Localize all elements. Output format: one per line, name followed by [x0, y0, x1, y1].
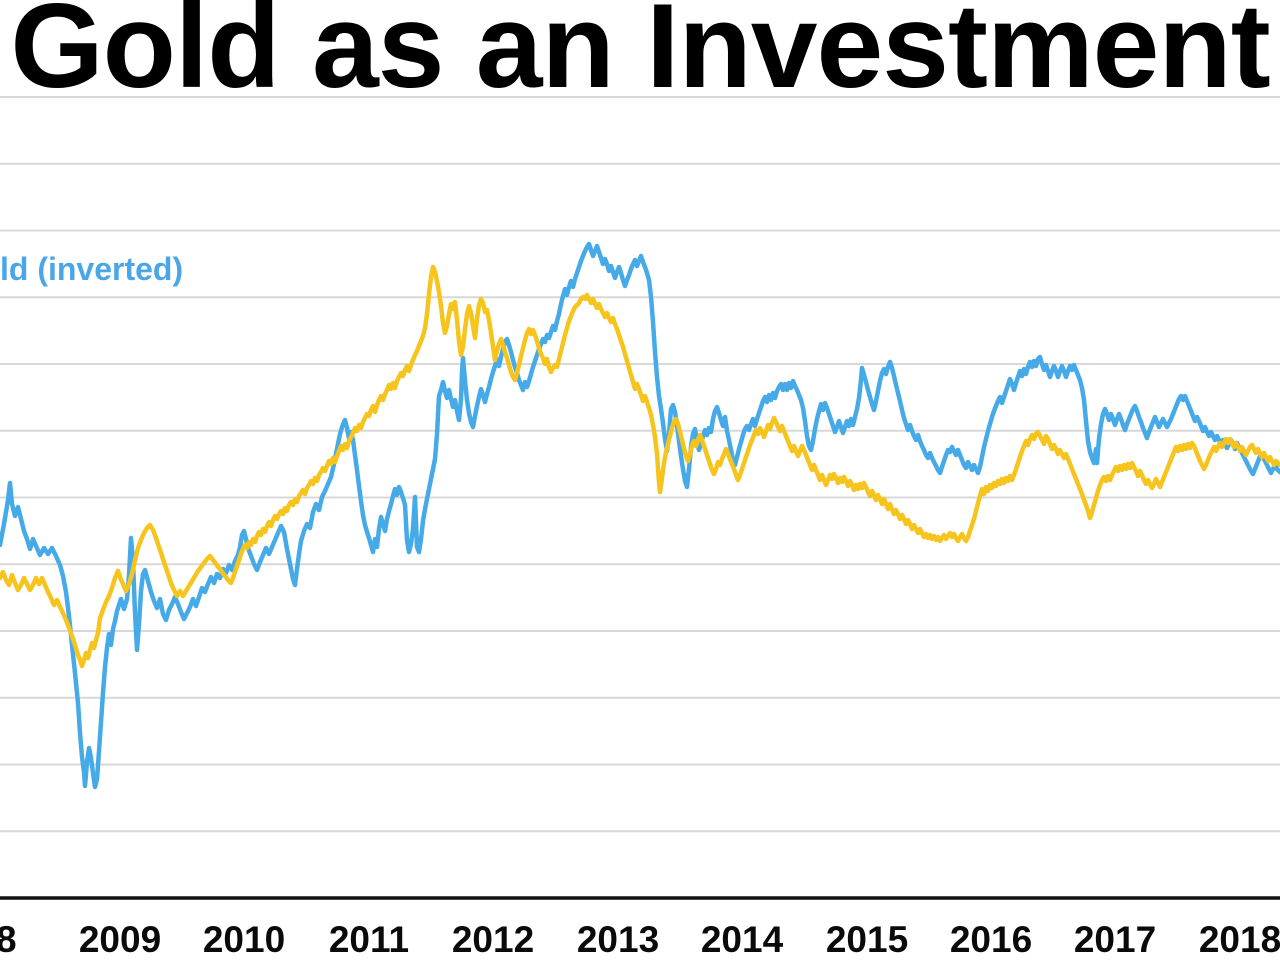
x-axis-tick-2018: 2018: [1198, 919, 1280, 960]
chart-title: Gold as an Investment: [10, 0, 1270, 113]
x-axis-tick-2009: 2009: [78, 919, 162, 960]
inverted-yield-line: [0, 241, 1280, 790]
x-axis-tick-2016: 2016: [949, 919, 1033, 960]
x-axis-tick-2010: 2010: [202, 919, 286, 960]
gold-price-line: [0, 264, 1280, 669]
x-axis-tick-2015: 2015: [825, 919, 909, 960]
legend-label-inverted-series: ld (inverted): [0, 251, 184, 287]
x-axis-tick-2014: 2014: [700, 919, 784, 960]
x-axis-tick-2017: 2017: [1073, 919, 1157, 960]
x-axis-tick-08: 08: [0, 919, 17, 960]
x-axis-tick-2012: 2012: [451, 919, 535, 960]
x-axis-tick-2013: 2013: [576, 919, 660, 960]
x-axis-tick-2011: 2011: [328, 919, 410, 960]
